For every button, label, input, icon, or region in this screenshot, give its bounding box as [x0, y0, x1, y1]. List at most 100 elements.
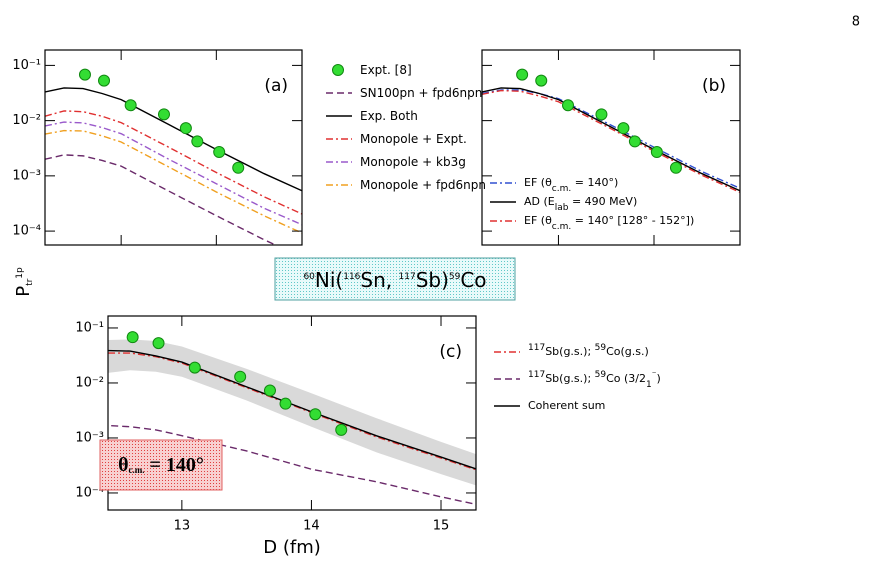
text: Ptr1p [13, 267, 35, 297]
text-segment: Ni( [315, 268, 343, 292]
text-segment: c.m. [129, 465, 145, 475]
data-point [213, 146, 226, 159]
y-tick-label: 10⁻⁴ [12, 224, 41, 239]
curve [108, 352, 476, 471]
text-segment: Sb(g.s.); [545, 372, 594, 385]
text-segment: Sb(g.s.); [545, 345, 594, 358]
text: 117Sb(g.s.); 59Co(g.s.) [528, 343, 649, 359]
annotation-box [99, 439, 223, 491]
text: AD (Elab = 490 MeV) [524, 195, 637, 213]
text-segment: SN100pn + fpd6npn [360, 86, 482, 100]
y-tick-label: 10⁻¹ [75, 320, 104, 335]
data-point [263, 384, 276, 397]
data-point [309, 408, 322, 421]
data-point [78, 68, 91, 81]
text: Exp. Both [360, 109, 418, 123]
curve [45, 121, 302, 226]
panel-label: (c) [439, 342, 462, 362]
uncertainty-band [108, 339, 476, 486]
text-segment: ) [657, 372, 661, 385]
text-segment: 117 [399, 272, 416, 282]
plot-frame [107, 315, 477, 511]
plot-frame [481, 49, 741, 246]
data-point [152, 337, 165, 350]
data-point [562, 99, 574, 112]
text-segment: = 140°) [571, 176, 618, 189]
y-tick-label: 10⁻¹ [12, 58, 41, 73]
data-point [335, 423, 348, 436]
text-segment: θ [118, 454, 128, 476]
data-point [617, 122, 630, 135]
text-segment: Monopole + kb3g [360, 155, 466, 169]
text-segment: Monopole + fpd6npn [360, 178, 486, 192]
data-point [126, 331, 139, 344]
text-segment: lab [555, 203, 569, 213]
text: Coherent sum [528, 399, 605, 412]
text-segment: = 140° [128° - 152°]) [571, 214, 694, 227]
data-point [650, 146, 663, 159]
curve [45, 87, 302, 192]
y-tick-label: 10⁻⁴ [75, 485, 104, 500]
curve [45, 154, 278, 245]
plot [45, 87, 302, 245]
text-segment: Sn, [360, 268, 398, 292]
text-segment: 1p [15, 267, 25, 279]
text-segment: AD (E [524, 195, 555, 208]
text-segment: P [13, 286, 34, 297]
legend-marker [332, 64, 344, 76]
curve [45, 110, 302, 215]
plot [482, 87, 740, 194]
text-segment: EF (θ [524, 214, 552, 227]
text-segment: Expt. [8] [360, 63, 412, 77]
data-point [516, 68, 529, 81]
y-tick-label: 10⁻² [12, 113, 41, 128]
y-tick-label: 10⁻³ [12, 168, 41, 183]
text-segment: ⁻ [652, 370, 657, 380]
text-segment: 59 [595, 343, 607, 353]
text-segment: = 490 MeV) [568, 195, 637, 208]
data-point [188, 361, 201, 374]
data-point [279, 397, 292, 410]
text-segment: Exp. Both [360, 109, 418, 123]
text: 117Sb(g.s.); 59Co (3/21⁻) [528, 370, 661, 390]
text-segment: Co (3/2 [606, 372, 646, 385]
data-point [191, 135, 204, 148]
text-segment: tr [25, 278, 35, 286]
data-point [157, 108, 170, 121]
curve [482, 87, 740, 192]
text-segment: c.m. [552, 184, 571, 194]
x-tick-label: 15 [433, 519, 450, 534]
data-point [234, 370, 247, 383]
text-segment: Sb) [416, 268, 449, 292]
data-point [232, 161, 245, 174]
text-segment: Coherent sum [528, 399, 605, 412]
text: 60Ni(116Sn, 117Sb)59Co [303, 268, 486, 292]
text: Monopole + fpd6npn [360, 178, 486, 192]
text-segment: EF (θ [524, 176, 552, 189]
x-axis-label: D (fm) [263, 537, 321, 558]
curve [108, 349, 476, 470]
text-segment: c.m. [552, 222, 571, 232]
text-segment: 116 [343, 272, 360, 282]
text: Monopole + kb3g [360, 155, 466, 169]
y-tick-label: 10⁻² [75, 375, 104, 390]
text-segment: = 140° [145, 454, 204, 476]
data-point [669, 161, 682, 174]
text: EF (θc.m. = 140° [128° - 152°]) [524, 214, 694, 232]
text-segment: 117 [528, 343, 545, 353]
text: EF (θc.m. = 140°) [524, 176, 618, 194]
y-tick-label: 10⁻³ [75, 430, 104, 445]
reaction-box [274, 257, 516, 301]
data-point [179, 122, 192, 135]
data-point [628, 135, 641, 148]
text-segment: 59 [449, 272, 461, 282]
text-segment: 1 [646, 380, 652, 390]
text-segment: 60 [303, 272, 315, 282]
data-point [535, 74, 548, 87]
x-tick-label: 13 [174, 519, 191, 534]
x-tick-label: 14 [303, 519, 320, 534]
panel-label: (b) [702, 76, 726, 96]
text: Monopole + Expt. [360, 132, 467, 146]
curve [45, 129, 302, 234]
